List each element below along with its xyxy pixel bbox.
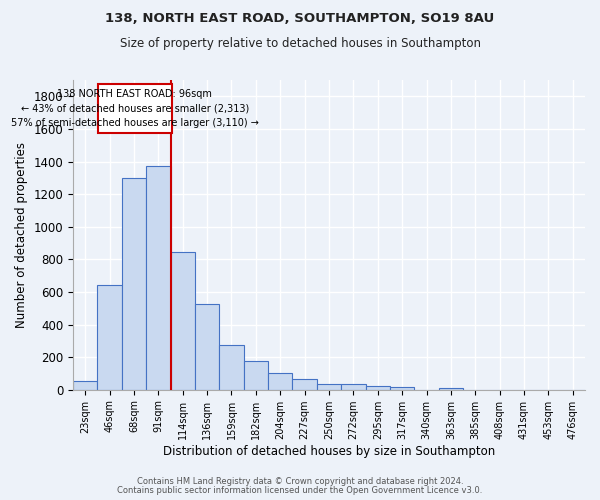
Bar [73,381,97,390]
Bar [268,372,292,390]
X-axis label: Distribution of detached houses by size in Southampton: Distribution of detached houses by size … [163,444,495,458]
Bar [220,345,244,390]
Text: 138, NORTH EAST ROAD, SOUTHAMPTON, SO19 8AU: 138, NORTH EAST ROAD, SOUTHAMPTON, SO19 … [106,12,494,26]
Bar [365,386,390,390]
Text: Contains public sector information licensed under the Open Government Licence v3: Contains public sector information licen… [118,486,482,495]
Text: Contains HM Land Registry data © Crown copyright and database right 2024.: Contains HM Land Registry data © Crown c… [137,477,463,486]
Bar [122,178,146,390]
Bar [195,304,220,390]
Text: 138 NORTH EAST ROAD: 96sqm
← 43% of detached houses are smaller (2,313)
57% of s: 138 NORTH EAST ROAD: 96sqm ← 43% of deta… [11,89,259,128]
Bar [97,284,122,390]
Bar [341,384,365,390]
FancyBboxPatch shape [98,84,172,133]
Bar [317,384,341,390]
Bar [292,379,317,390]
Y-axis label: Number of detached properties: Number of detached properties [15,142,28,328]
Bar [390,388,415,390]
Bar [170,252,195,390]
Bar [146,166,170,390]
Text: Size of property relative to detached houses in Southampton: Size of property relative to detached ho… [119,38,481,51]
Bar [244,361,268,390]
Bar [439,388,463,390]
